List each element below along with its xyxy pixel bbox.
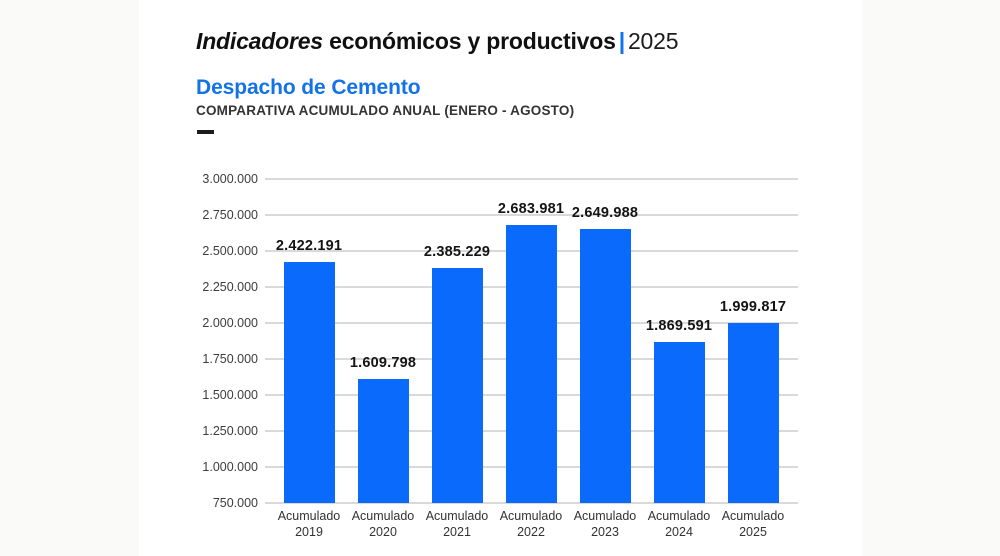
x-axis-label-line2: 2025	[739, 525, 767, 539]
underline-dash	[197, 130, 214, 134]
x-axis-label: Acumulado 2023	[563, 508, 647, 540]
bar-chart: 750.000 1.000.000 1.250.000 1.500.000 1.750.…	[139, 0, 862, 556]
x-axis-label-line1: Acumulado	[499, 509, 563, 523]
gridline	[265, 214, 798, 216]
bar-acumulado-2025	[727, 323, 779, 503]
x-axis-label-line2: 2024	[665, 525, 693, 539]
x-axis-label-line1: Acumulado	[277, 509, 341, 523]
x-axis-label: Acumulado 2020	[341, 508, 425, 540]
x-axis-label-line1: Acumulado	[425, 509, 489, 523]
x-axis-label-line1: Acumulado	[647, 509, 711, 523]
x-axis-label-line1: Acumulado	[351, 509, 415, 523]
x-axis-label-line2: 2023	[591, 525, 619, 539]
page-title-rest-part: económicos y productivos	[322, 28, 616, 54]
x-axis-label: Acumulado 2019	[267, 508, 351, 540]
y-axis-tick-label: 2.750.000	[202, 208, 258, 222]
bar-acumulado-2024	[653, 341, 705, 503]
bar-acumulado-2023	[579, 229, 631, 503]
y-axis-tick-label: 1.500.000	[202, 388, 258, 402]
page-title-year: 2025	[627, 28, 679, 54]
y-axis-tick-label: 2.000.000	[202, 316, 258, 330]
bar-value-label: 2.683.981	[497, 200, 565, 217]
x-axis-label-line1: Acumulado	[721, 509, 785, 523]
bar-acumulado-2019	[283, 262, 335, 503]
x-axis-label-line2: 2021	[443, 525, 471, 539]
section-heading: Despacho de Cemento	[196, 76, 421, 99]
bar-value-label: 2.422.191	[275, 238, 343, 255]
bar-value-label: 2.385.229	[423, 243, 491, 260]
x-axis-label: Acumulado 2022	[489, 508, 573, 540]
x-axis-label: Acumulado 2025	[711, 508, 795, 540]
gridline	[265, 178, 798, 180]
x-axis-label: Acumulado 2021	[415, 508, 499, 540]
y-axis-tick-label: 1.750.000	[202, 352, 258, 366]
x-axis-label: Acumulado 2024	[637, 508, 721, 540]
y-axis-tick-label: 750.000	[212, 496, 258, 510]
y-axis-tick-label: 1.250.000	[202, 424, 258, 438]
page-title: Indicadores económicos y productivos | 202…	[196, 28, 679, 55]
bar-value-label: 1.869.591	[645, 317, 713, 334]
y-axis-tick-label: 2.500.000	[202, 244, 258, 258]
x-axis-label-line2: 2022	[517, 525, 545, 539]
bar-acumulado-2020	[357, 379, 409, 503]
x-axis-label-line1: Acumulado	[573, 509, 637, 523]
bar-value-label: 1.609.798	[349, 355, 417, 372]
section-subheading: COMPARATIVA ACUMULADO ANUAL (ENERO - AGO…	[196, 103, 575, 118]
y-axis-tick-label: 1.000.000	[202, 460, 258, 474]
bar-acumulado-2021	[431, 267, 483, 503]
page-title-separator: |	[618, 28, 625, 54]
page-title-italic-part: Indicadores	[196, 28, 323, 54]
x-axis-label-line2: 2020	[369, 525, 397, 539]
slide-canvas: Indicadores económicos y productivos | 202…	[139, 0, 862, 556]
gridline	[265, 502, 798, 504]
y-axis-tick-label: 3.000.000	[202, 172, 258, 186]
y-axis-tick-label: 2.250.000	[202, 280, 258, 294]
bar-value-label: 1.999.817	[719, 299, 787, 316]
bar-acumulado-2022	[505, 224, 557, 503]
bar-value-label: 2.649.988	[571, 205, 639, 222]
x-axis-label-line2: 2019	[295, 525, 323, 539]
